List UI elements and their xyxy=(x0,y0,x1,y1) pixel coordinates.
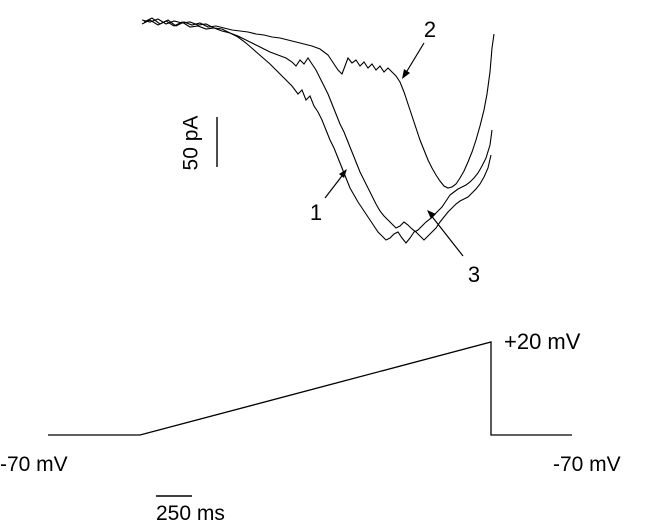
holding-voltage-label-right: -70 mV xyxy=(553,453,621,476)
current-trace-3 xyxy=(141,19,492,241)
arrow-icon-trace-3 xyxy=(427,210,464,257)
current-traces xyxy=(141,17,495,244)
arrow-icon-trace-2 xyxy=(402,42,425,79)
time-scale-unit: ms xyxy=(191,502,225,525)
trace-label-2: 2 xyxy=(424,17,436,42)
voltage-ramp-protocol xyxy=(48,341,572,436)
current-scale-bar-label: 50 pA xyxy=(180,116,203,171)
trace-label-1: 1 xyxy=(310,200,322,225)
time-scale-value: 250 xyxy=(156,502,191,525)
trace-label-3: 3 xyxy=(468,262,480,287)
peak-voltage-label: +20 mV xyxy=(504,329,581,354)
arrow-icon-trace-1 xyxy=(324,169,347,199)
holding-voltage-label-left: -70 mV xyxy=(0,453,68,476)
current-trace-2 xyxy=(143,17,495,189)
time-scale-bar-label: 250 ms xyxy=(156,502,225,525)
